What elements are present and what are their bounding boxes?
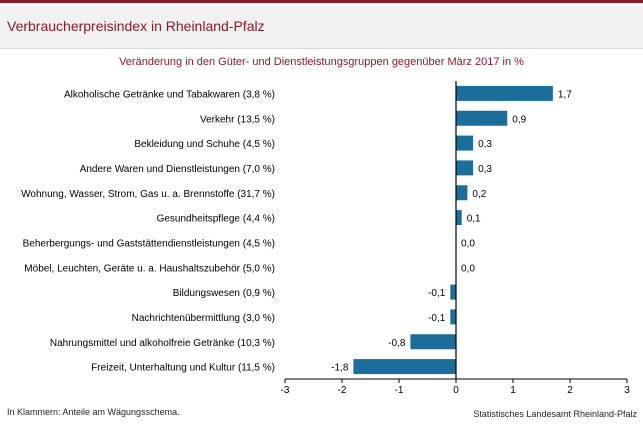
value-label: -1,8	[331, 363, 349, 374]
value-label: 0,0	[461, 238, 475, 249]
value-label: 0,9	[512, 114, 526, 125]
value-label: -0,1	[428, 313, 446, 324]
category-label: Wohnung, Wasser, Strom, Gas u. a. Brenns…	[21, 189, 275, 200]
page-title: Verbraucherpreisindex in Rheinland-Pfalz	[7, 18, 265, 34]
category-label: Andere Waren und Dienstleistungen (7,0 %…	[80, 164, 275, 175]
x-tick-label: 0	[453, 385, 459, 396]
value-label: 0,3	[478, 139, 492, 150]
category-label: Nachrichtenübermittlung (3,0 %)	[132, 313, 275, 324]
x-tick-label: 1	[510, 385, 516, 396]
value-label: 0,3	[478, 164, 492, 175]
x-tick-label: -2	[338, 385, 347, 396]
category-label: Verkehr (13,5 %)	[200, 114, 275, 125]
category-label: Gesundheitspflege (4,4 %)	[157, 214, 275, 225]
category-label: Bekleidung und Schuhe (4,5 %)	[134, 139, 275, 150]
bar	[456, 110, 508, 126]
value-label: 0,1	[467, 214, 481, 225]
value-label: -0,8	[388, 338, 406, 349]
value-label: 0,2	[472, 189, 486, 200]
category-label: Freizeit, Unterhaltung und Kultur (11,5 …	[91, 363, 275, 374]
category-label: Beherbergungs- und Gaststättendienstleis…	[23, 238, 275, 249]
bar	[456, 85, 553, 101]
bar	[456, 185, 468, 201]
category-label: Bildungswesen (0,9 %)	[173, 288, 275, 299]
category-label: Alkoholische Getränke und Tabakwaren (3,…	[64, 89, 275, 100]
bar	[450, 309, 456, 325]
footnote: In Klammern: Anteile am Wägungsschema.	[7, 407, 180, 417]
value-label: 1,7	[558, 89, 572, 100]
bar	[410, 334, 456, 350]
chart-title: Veränderung in den Güter- und Dienstleis…	[119, 56, 524, 68]
bar	[450, 284, 456, 300]
x-tick-label: -3	[281, 385, 290, 396]
bar	[456, 160, 474, 176]
bar	[353, 359, 456, 375]
source-credit: Statistisches Landesamt Rheinland-Pfalz	[473, 409, 637, 419]
x-tick-label: -1	[395, 385, 404, 396]
value-label: -0,1	[428, 288, 446, 299]
header-bar: Verbraucherpreisindex in Rheinland-Pfalz	[0, 6, 643, 49]
category-label: Nahrungsmittel und alkoholfreie Getränke…	[50, 338, 275, 349]
bar	[456, 210, 462, 226]
value-label: 0,0	[461, 263, 475, 274]
x-tick-label: 3	[624, 385, 630, 396]
bar	[456, 135, 474, 151]
bar-chart: Alkoholische Getränke und Tabakwaren (3,…	[21, 81, 630, 396]
x-tick-label: 2	[567, 385, 573, 396]
category-label: Möbel, Leuchten, Geräte u. a. Haushaltsz…	[24, 263, 275, 274]
